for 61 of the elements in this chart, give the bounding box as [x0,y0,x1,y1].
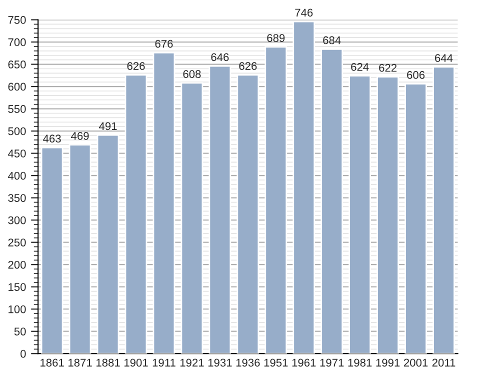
bar [432,66,455,354]
x-tick-label: 1921 [180,358,204,367]
data-label: 491 [99,122,117,130]
y-tick-label: 200 [8,260,26,269]
data-label: 689 [267,34,285,42]
x-tick-label: 1881 [96,358,120,367]
y-tick-label: 300 [8,216,26,224]
x-tick-label: 1901 [124,358,148,367]
bar [180,82,204,354]
x-tick-label: 1861 [40,358,64,367]
y-tick-label: 450 [8,150,26,158]
bar [348,75,372,354]
x-tick-label: 1951 [264,358,288,367]
data-label: 624 [351,63,369,71]
y-tick-label: 250 [8,238,26,246]
data-label: 644 [435,54,453,62]
y-tick-label: 0 [20,350,26,358]
data-label: 626 [239,62,257,70]
y-tick-label: 400 [8,172,26,180]
x-tick-label: 2011 [432,358,456,367]
y-tick-label: 100 [8,305,26,314]
bar [208,65,232,354]
bar [292,20,316,354]
y-tick-label: 650 [8,60,26,68]
bar [264,46,288,354]
x-tick-label: 1871 [68,358,92,367]
bar [124,74,148,354]
x-tick-label: 1981 [348,358,372,367]
data-label: 606 [407,71,425,79]
x-tick-label: 1991 [376,358,400,367]
data-label: 463 [43,134,61,143]
data-label: 746 [295,8,313,17]
x-tick-label: 1961 [292,358,316,367]
bar [404,83,427,354]
data-label: 684 [323,36,341,44]
data-label: 622 [379,64,397,72]
data-label: 676 [155,40,173,48]
y-tick-label: 700 [8,38,26,46]
data-label: 626 [127,62,145,70]
x-tick-label: 1931 [208,358,232,367]
x-tick-label: 2001 [404,358,428,367]
y-tick-label: 500 [8,127,26,136]
data-label: 608 [183,70,201,78]
y-tick-label: 550 [8,105,26,113]
data-label: 469 [71,132,89,140]
data-label: 646 [211,53,229,62]
y-tick-label: 50 [14,328,26,336]
bar [376,76,399,354]
x-tick-label: 1971 [320,358,344,367]
y-tick-label: 150 [8,283,26,291]
x-tick-label: 1936 [236,358,260,367]
x-tick-label: 1911 [152,358,176,367]
bar [68,144,92,354]
y-tick-label: 750 [8,16,26,24]
y-tick-label: 350 [8,194,26,202]
bar [96,134,120,354]
bar [320,48,344,354]
y-tick-label: 600 [8,82,26,91]
bar [152,52,176,354]
bar [40,146,64,354]
bar [236,74,260,354]
